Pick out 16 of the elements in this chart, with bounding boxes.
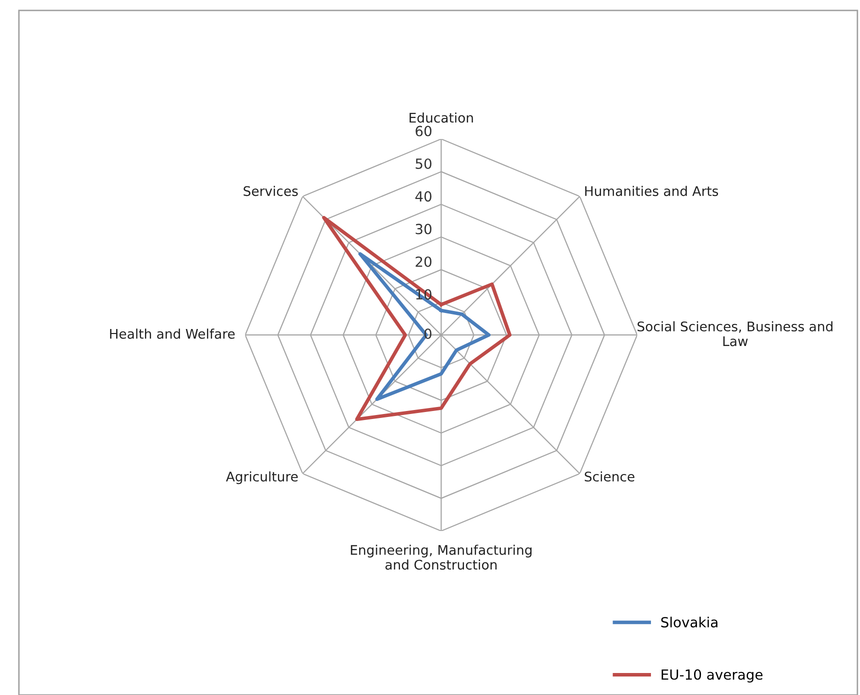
- y-tick-label: 10: [416, 289, 432, 300]
- legend-label: EU-10 average: [662, 669, 762, 682]
- spoke-label: Health and Welfare: [110, 328, 235, 339]
- spoke-label: Engineering, Manufacturing and Construction: [350, 544, 532, 570]
- spoke-label: Humanities and Arts: [585, 186, 718, 196]
- legend-label: Slovakia: [661, 616, 718, 628]
- y-tick-label: 50: [416, 158, 432, 169]
- spoke-label: Agriculture: [226, 471, 298, 484]
- y-tick-label: 40: [415, 191, 432, 202]
- y-tick-label: 30: [416, 224, 432, 234]
- spoke-label: Social Sciences, Business and Law: [638, 321, 832, 346]
- y-tick-label: 20: [416, 256, 432, 267]
- spoke-label: Services: [244, 186, 298, 196]
- spoke-label: Education: [410, 112, 473, 123]
- spoke-label: Science: [584, 471, 634, 482]
- y-tick-label: 60: [416, 126, 432, 136]
